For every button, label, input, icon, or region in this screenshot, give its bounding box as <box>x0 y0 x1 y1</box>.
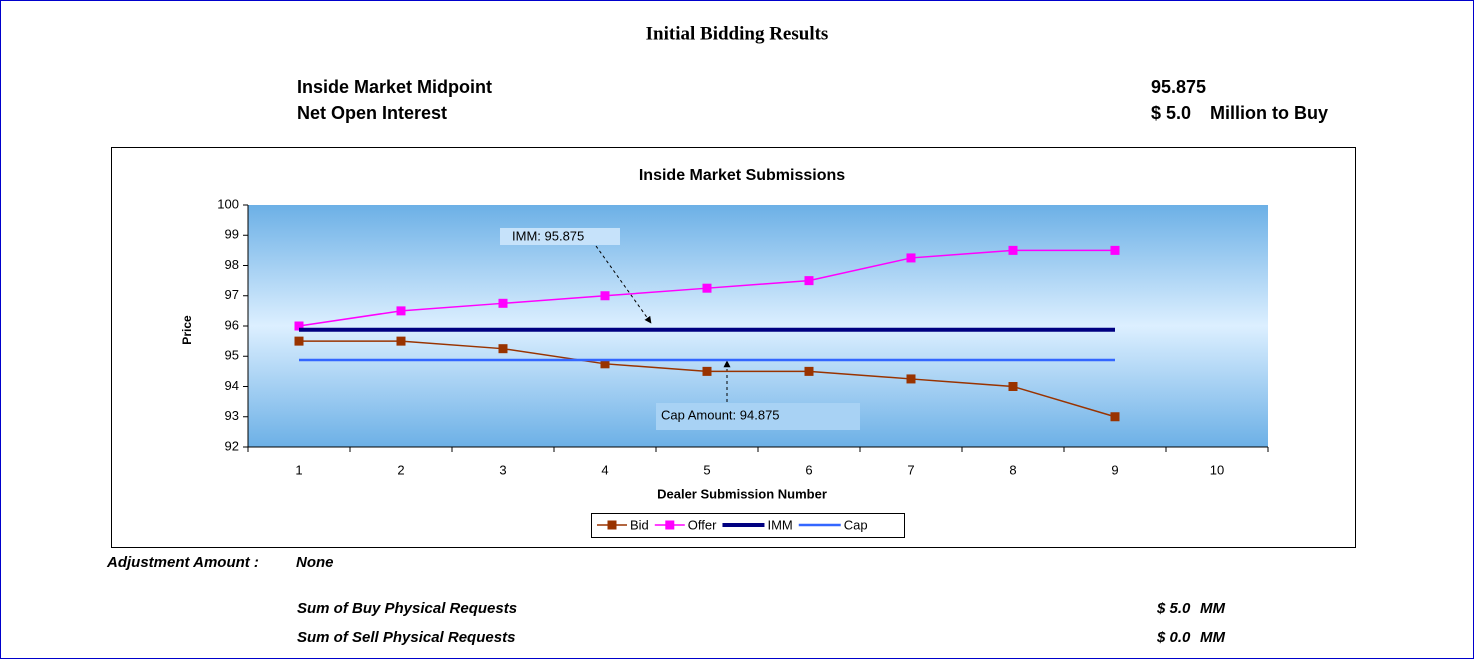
marker <box>396 336 406 346</box>
marker <box>1110 245 1120 255</box>
adjustment-value: None <box>296 554 334 571</box>
y-tick-label: 97 <box>225 287 239 302</box>
y-tick-label: 94 <box>225 378 239 393</box>
y-tick-label: 92 <box>225 438 239 453</box>
marker <box>702 366 712 376</box>
y-tick-label: 95 <box>225 348 239 363</box>
marker <box>702 283 712 293</box>
marker <box>1008 245 1018 255</box>
marker <box>804 366 814 376</box>
annotation: IMM: 95.875 <box>512 228 584 243</box>
x-tick-label: 5 <box>703 462 710 477</box>
marker <box>1008 382 1018 391</box>
x-tick-label: 4 <box>601 462 608 477</box>
request-value: $ 5.0 <box>1156 600 1191 617</box>
annotation: Cap Amount: 94.875 <box>661 407 780 422</box>
x-tick-label: 10 <box>1210 462 1224 477</box>
imm-label: Inside Market Midpoint <box>297 77 492 97</box>
marker <box>906 253 916 263</box>
x-axis-label: Dealer Submission Number <box>657 486 827 501</box>
marker <box>498 298 508 308</box>
y-tick-label: 99 <box>225 227 239 242</box>
y-tick-label: 93 <box>225 408 239 423</box>
y-tick-label: 100 <box>217 196 239 211</box>
annotation-arrow <box>595 245 652 324</box>
x-tick-label: 6 <box>805 462 812 477</box>
marker <box>600 291 610 301</box>
marker <box>498 344 508 354</box>
y-tick-label: 98 <box>225 257 239 272</box>
chart: Inside Market Submissions Dealer Submiss… <box>111 147 1356 548</box>
marker <box>1110 412 1120 422</box>
y-tick-label: 96 <box>225 317 239 332</box>
request-label: Sum of Sell Physical Requests <box>297 629 515 646</box>
marker <box>396 306 406 316</box>
noi-unit: Million to Buy <box>1210 103 1328 123</box>
legend-marker <box>607 520 617 530</box>
x-tick-label: 7 <box>907 462 914 477</box>
x-tick-label: 8 <box>1009 462 1016 477</box>
noi-value: $ 5.0 <box>1151 103 1191 123</box>
legend-label: Cap <box>844 517 868 532</box>
legend-label: Offer <box>688 517 717 532</box>
x-tick-label: 1 <box>295 462 302 477</box>
imm-value: 95.875 <box>1151 77 1206 97</box>
x-tick-label: 9 <box>1111 462 1118 477</box>
marker <box>906 374 916 384</box>
request-unit: MM <box>1200 629 1225 646</box>
chart-title: Inside Market Submissions <box>639 167 845 184</box>
noi-label: Net Open Interest <box>297 103 447 123</box>
request-unit: MM <box>1200 600 1225 617</box>
legend-label: Bid <box>630 517 649 532</box>
marker <box>294 336 304 346</box>
marker <box>804 276 814 286</box>
request-label: Sum of Buy Physical Requests <box>297 600 517 617</box>
marker <box>600 359 610 369</box>
annotation-box <box>500 228 620 245</box>
y-axis-label: Price <box>180 315 194 345</box>
x-tick-label: 2 <box>397 462 404 477</box>
marker <box>294 321 304 331</box>
request-value: $ 0.0 <box>1156 629 1191 646</box>
adjustment-label: Adjustment Amount : <box>106 554 259 571</box>
legend-marker <box>665 520 675 530</box>
legend-label: IMM <box>767 517 792 532</box>
report-title: Initial Bidding Results <box>646 23 829 44</box>
annotation-box <box>656 403 860 430</box>
x-tick-label: 3 <box>499 462 506 477</box>
